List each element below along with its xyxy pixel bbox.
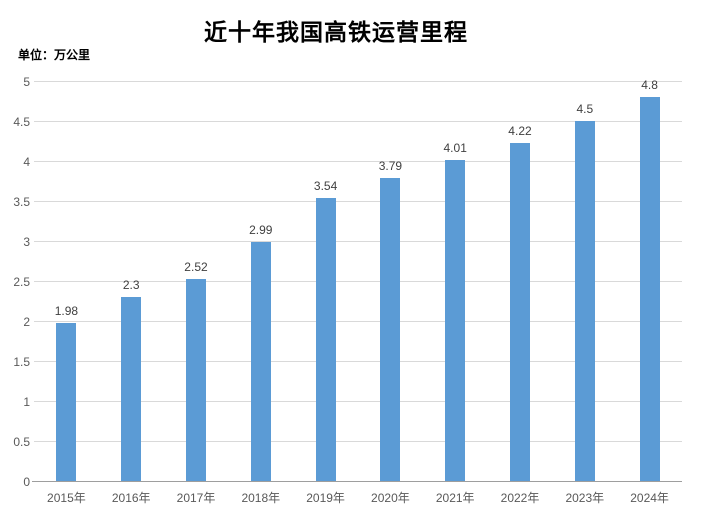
bar-value-label: 2.3 (122, 278, 140, 292)
bar-2017年 (185, 279, 206, 481)
gridline (34, 121, 682, 122)
gridline (34, 401, 682, 402)
x-axis-tick-label: 2023年 (565, 491, 605, 505)
y-axis-tick-label: 0.5 (13, 435, 30, 449)
x-axis-tick-label: 2015年 (47, 491, 86, 505)
bar-slot-2017年: 2.52 2017年 (164, 82, 229, 505)
gridline (34, 81, 682, 82)
bar-2015年 (56, 322, 77, 481)
bar-slot-2023年: 4.5 2023年 (552, 82, 617, 505)
gridline (34, 361, 682, 362)
bar-slot-2022年: 4.22 2022年 (488, 82, 553, 505)
bar-value-label: 1.98 (54, 303, 79, 318)
bar-value-label: 3.54 (313, 178, 338, 193)
bar-2024年 (639, 97, 660, 481)
x-axis-tick-label: 2017年 (176, 491, 216, 505)
x-axis-tick-label: 2019年 (306, 491, 345, 505)
bar-slot-2018年: 2.99 2018年 (228, 82, 293, 505)
bar-2016年 (121, 297, 142, 481)
bar-value-label: 3.79 (378, 158, 403, 173)
x-axis-tick-label: 2016年 (111, 491, 151, 505)
bar-slot-2016年: 2.3 2016年 (99, 82, 164, 505)
y-axis-tick-label: 5 (23, 75, 30, 89)
bar-2019年 (315, 197, 336, 481)
x-axis-line (32, 481, 682, 482)
bar-slot-2024年: 4.8 2024年 (617, 78, 682, 505)
bar-value-label: 4.22 (508, 124, 532, 139)
gridline (34, 441, 682, 442)
gridline (34, 241, 682, 242)
plot-area: 1.98 2015年 2.3 2016年 2.52 2017年 2.99 2018年 3.54 2… (32, 78, 682, 505)
bar-value-label: 4.5 (576, 102, 594, 116)
gridline (34, 161, 682, 162)
x-axis-tick-label: 2022年 (500, 491, 540, 505)
bar-slot-2020年: 3.79 2020年 (358, 82, 423, 505)
bar-value-label: 4.01 (443, 141, 467, 156)
bar-value-label: 2.99 (249, 222, 273, 237)
y-axis-tick-label: 2.5 (13, 275, 30, 289)
x-axis-tick-label: 2024年 (630, 491, 669, 505)
bar-slot-2015年: 1.98 2015年 (34, 82, 99, 505)
bar-2018年 (250, 241, 271, 481)
y-axis-tick-label: 4.5 (13, 115, 30, 129)
bar-2022年 (509, 143, 530, 481)
y-axis-tick-label: 1 (23, 395, 30, 409)
bar-2020年 (380, 177, 401, 481)
x-axis-tick-label: 2018年 (241, 491, 281, 505)
bar-slot-2019年: 3.54 2019年 (293, 82, 358, 505)
gridline (34, 281, 682, 282)
y-axis-tick-label: 0 (23, 475, 30, 489)
bar-2021年 (445, 160, 466, 481)
bar-value-label: 2.52 (184, 260, 208, 275)
x-axis-tick-label: 2021年 (435, 491, 475, 505)
chart-title: 近十年我国高铁运营里程 (204, 20, 468, 45)
gridline (34, 321, 682, 322)
y-axis-tick-label: 3.5 (13, 195, 30, 209)
bar-slot-2021年: 4.01 2021年 (423, 82, 488, 505)
gridline (34, 201, 682, 202)
unit-label: 单位：万公里 (18, 48, 91, 62)
y-axis-tick-label: 3 (23, 235, 30, 249)
y-axis-tick-label: 1.5 (13, 355, 30, 369)
bar-value-label: 4.8 (641, 78, 658, 92)
y-axis-tick-label: 4 (23, 155, 30, 169)
x-axis-tick-label: 2020年 (371, 491, 410, 505)
bar-2023年 (574, 121, 595, 481)
y-axis-tick-label: 2 (23, 315, 30, 329)
